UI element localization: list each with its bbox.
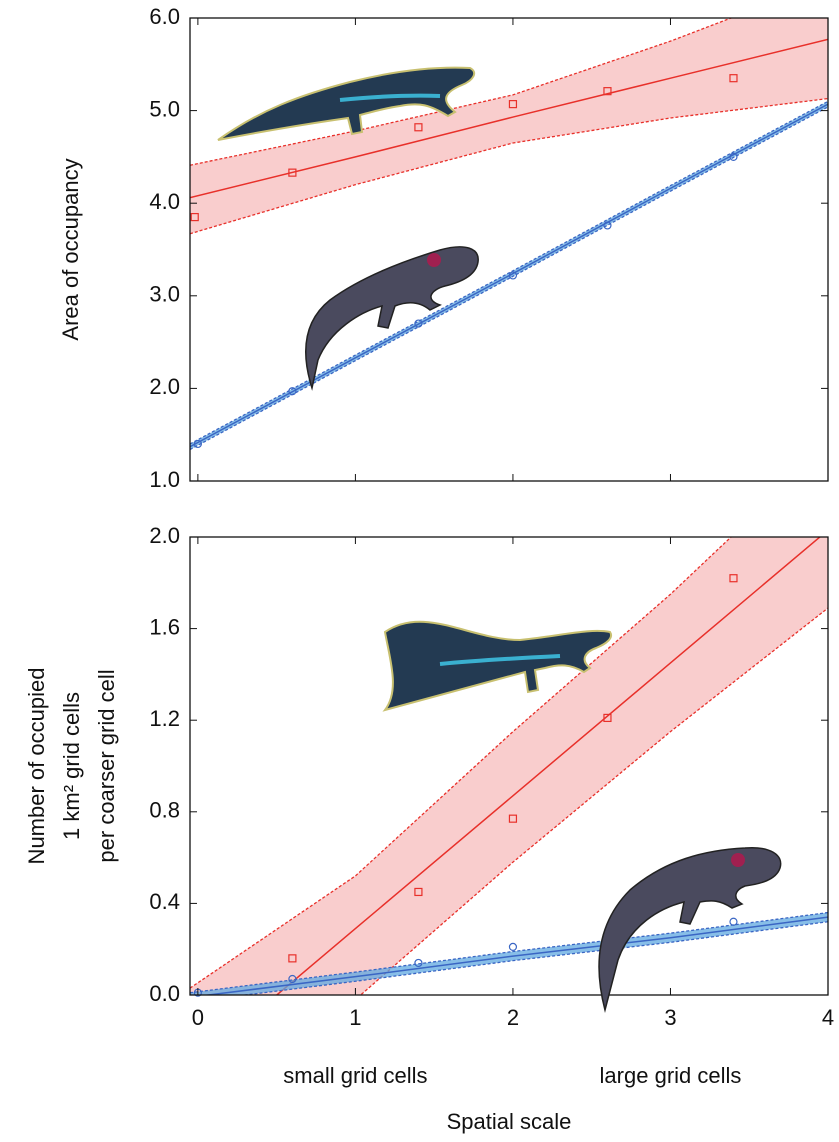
data-point <box>730 918 737 925</box>
x-annotation: large grid cells <box>600 1063 742 1088</box>
x-tick-label: 3 <box>664 1005 676 1030</box>
plot-area <box>190 0 828 450</box>
x-tick-label: 4 <box>822 1005 834 1030</box>
x-tick-label: 0 <box>192 1005 204 1030</box>
panel: 0.0 0.4 0.8 1.2 1.6 2.0 0 1 2 3 4 Number of occupie… <box>24 445 834 1133</box>
chart: 1.02.03.04.05.06.0Area of occupancy 0.00… <box>0 0 839 1142</box>
y-tick-label: 5.0 <box>149 96 180 121</box>
y-axis-label: Number of occupied <box>24 668 49 865</box>
y-tick-label: 0.0 <box>149 981 180 1006</box>
y-axis-label: 1 km² grid cells <box>59 692 84 840</box>
data-point <box>509 943 516 950</box>
y-tick-label: 6.0 <box>149 4 180 29</box>
y-tick-label: 4.0 <box>149 189 180 214</box>
y-tick-label: 3.0 <box>149 282 180 307</box>
x-axis-label: Spatial scale <box>447 1109 572 1134</box>
y-tick-label: 1.0 <box>149 467 180 492</box>
x-tick-label: 2 <box>507 1005 519 1030</box>
y-tick-label: 2.0 <box>149 374 180 399</box>
y-axis-label: per coarser grid cell <box>94 669 119 862</box>
y-tick-label: 0.4 <box>149 889 180 914</box>
y-tick-label: 2.0 <box>149 523 180 548</box>
y-tick-label: 1.2 <box>149 706 180 731</box>
y-axis-label: Area of occupancy <box>58 158 83 340</box>
y-tick-label: 0.8 <box>149 798 180 823</box>
x-annotation: small grid cells <box>283 1063 427 1088</box>
x-tick-label: 1 <box>349 1005 361 1030</box>
y-tick-label: 1.6 <box>149 614 180 639</box>
page: 1.02.03.04.05.06.0Area of occupancy 0.00… <box>0 0 839 1142</box>
